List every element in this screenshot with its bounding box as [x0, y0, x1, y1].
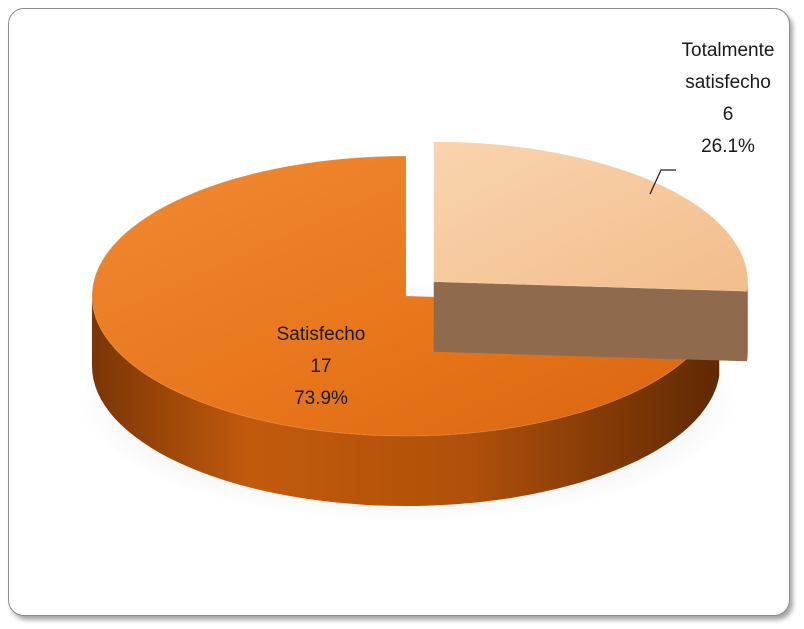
slice-label-totalmente-satisfecho: Totalmente satisfecho 6 26.1%	[649, 40, 775, 195]
slice-cut-totalmente-satisfecho	[433, 281, 748, 362]
label-percent-totalmente-satisfecho: 26.1%	[701, 136, 755, 157]
slice-side-totalmente-satisfecho	[747, 281, 748, 362]
slice-top-totalmente-satisfecho	[433, 141, 749, 292]
slice-satisfecho	[91, 155, 720, 507]
label-category-line2-totalmente-satisfecho: satisfecho	[685, 72, 771, 93]
slice-top-satisfecho	[91, 155, 720, 437]
pie-slices	[91, 141, 749, 507]
slice-totalmente-satisfecho	[433, 141, 749, 362]
label-value-satisfecho: 17	[310, 356, 331, 377]
label-category-line1-totalmente-satisfecho: Totalmente	[682, 40, 775, 61]
leader-line	[649, 169, 676, 195]
slice-label-satisfecho: Satisfecho 17 73.9%	[277, 324, 366, 409]
slice-side-satisfecho	[92, 296, 720, 507]
label-percent-satisfecho: 73.9%	[294, 388, 348, 409]
label-category-satisfecho: Satisfecho	[277, 324, 366, 345]
label-value-totalmente-satisfecho: 6	[723, 104, 734, 125]
